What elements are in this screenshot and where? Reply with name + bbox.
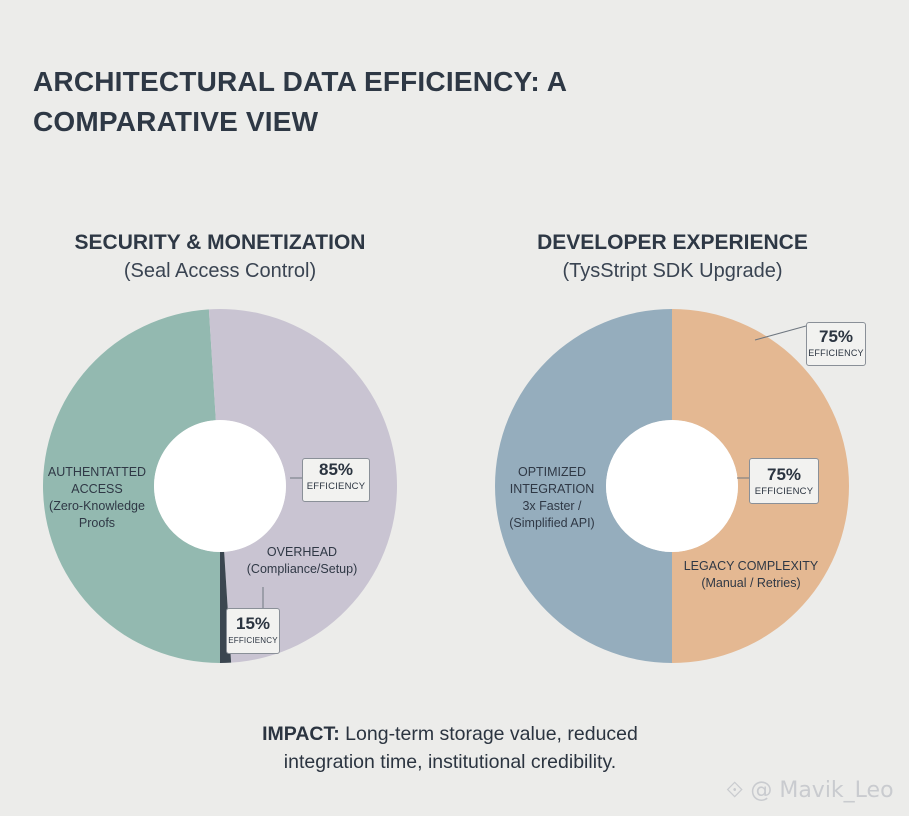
page-title: ARCHITECTURAL DATA EFFICIENCY: A COMPARA… xyxy=(33,66,567,137)
callout-value: 85% xyxy=(318,460,354,479)
slice-label-overhead: OVERHEAD (Compliance/Setup) xyxy=(232,544,372,578)
callout-left-15: 15% EFFICIENCY xyxy=(226,608,280,654)
chart-left-title: SECURITY & MONETIZATION xyxy=(74,231,366,254)
slice-label-line: OVERHEAD xyxy=(266,545,338,559)
impact-statement: IMPACT: Long-term storage value, reduced… xyxy=(200,720,700,776)
donut-hole-donut-right xyxy=(606,420,738,552)
slice-label-line: (Manual / Retries) xyxy=(701,576,801,590)
callout-text: EFFICIENCY xyxy=(306,481,366,492)
watermark: ⟐ @ Mavik_Leo xyxy=(726,778,894,803)
callout-value: 75% xyxy=(818,327,854,346)
chart-right-subtitle: (TysStript SDK Upgrade) xyxy=(562,260,783,282)
slice-label-line: (Zero-Knowledge xyxy=(49,499,145,513)
chart-right-header: DEVELOPER EXPERIENCE (TysStript SDK Upgr… xyxy=(475,229,870,285)
chart-left-header: SECURITY & MONETIZATION (Seal Access Con… xyxy=(40,229,400,285)
callout-value: 15% xyxy=(235,614,271,633)
slice-label-line: INTEGRATION xyxy=(509,482,595,496)
watermark-text: @ Mavik_Leo xyxy=(750,778,894,803)
chart-right-title: DEVELOPER EXPERIENCE xyxy=(537,231,808,254)
watermark-icon: ⟐ xyxy=(726,778,744,803)
slice-label-optimized: OPTIMIZED INTEGRATION 3x Faster / (Simpl… xyxy=(487,464,617,532)
chart-left-subtitle: (Seal Access Control) xyxy=(123,260,317,282)
callout-text: EFFICIENCY xyxy=(808,348,864,358)
donut-slice-donut-right-0 xyxy=(495,309,672,663)
slice-label-line: Proofs xyxy=(78,516,116,530)
slice-label-line: (Simplified API) xyxy=(509,516,595,530)
donut-slice-donut-left-0 xyxy=(42,309,221,663)
impact-line2: integration time, institutional credibil… xyxy=(283,751,617,773)
callout-line-right-75a xyxy=(754,325,807,341)
impact-line1: Long-term storage value, reduced xyxy=(339,723,638,745)
slice-label-line: LEGACY COMPLEXITY xyxy=(683,559,819,573)
slice-label-line: OPTIMIZED xyxy=(517,465,587,479)
slice-label-legacy: LEGACY COMPLEXITY (Manual / Retries) xyxy=(676,558,826,592)
callout-text: EFFICIENCY xyxy=(228,636,278,645)
callout-left-85: 85% EFFICIENCY xyxy=(302,458,370,502)
slice-label-line: AUTHENTATTED xyxy=(47,465,147,479)
donut-hole-donut-left xyxy=(154,420,286,552)
callout-right-75-top: 75% EFFICIENCY xyxy=(806,322,866,366)
impact-label: IMPACT: xyxy=(262,723,340,745)
callout-value: 75% xyxy=(766,465,802,484)
slice-label-line: 3x Faster / xyxy=(522,499,582,513)
slice-label-authenticated: AUTHENTATTED ACCESS (Zero-Knowledge Proo… xyxy=(38,464,156,532)
slice-label-line: ACCESS xyxy=(71,482,123,496)
callout-right-75-mid: 75% EFFICIENCY xyxy=(749,458,819,504)
slice-label-line: (Compliance/Setup) xyxy=(246,562,358,576)
callout-text: EFFICIENCY xyxy=(754,486,814,497)
